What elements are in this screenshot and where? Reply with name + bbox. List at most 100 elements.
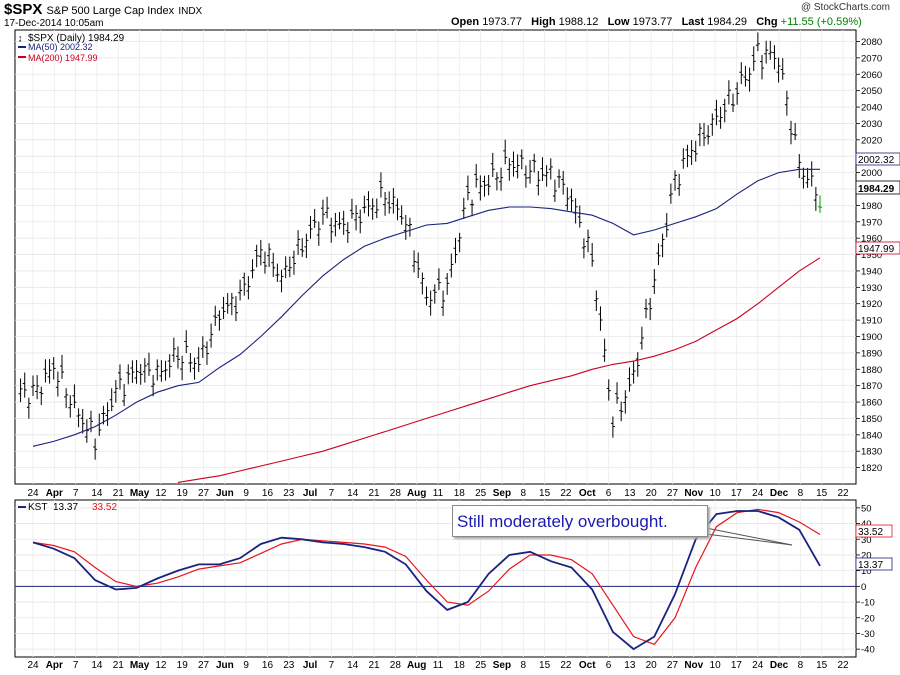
kst-legend-value: 13.37 (53, 502, 78, 513)
price-tick-label: 2080 (861, 37, 882, 48)
callout-pointer (705, 527, 793, 546)
price-tick-label: 2000 (861, 168, 882, 179)
chg-label: Chg (756, 16, 778, 28)
high-value: 1988.12 (558, 16, 599, 28)
x-axis-label: 24 (27, 660, 39, 671)
price-tick-label: 1930 (861, 283, 882, 294)
kst-tick-label: -40 (861, 645, 875, 656)
price-y-axis: 1820 1830 1840 1850 1860 1870 1880 1890 1900 1910… (856, 37, 882, 474)
x-axis-label: 28 (390, 660, 402, 671)
x-axis-label: Sep (493, 488, 511, 499)
kst-tick-label: 10 (861, 566, 872, 577)
x-axis-label: 7 (73, 660, 79, 671)
ma200-badge-text: 1947.99 (858, 244, 895, 255)
price-tick-label: 1920 (861, 299, 882, 310)
x-axis-label: 12 (155, 488, 167, 499)
legend-price-icon: ↨ (18, 33, 23, 43)
x-axis-label: 8 (798, 660, 804, 671)
x-axis-label: 15 (539, 660, 551, 671)
x-axis-label: 16 (262, 660, 274, 671)
x-axis-label: Aug (407, 660, 426, 671)
x-axis-label: 24 (27, 488, 39, 499)
x-axis-label: 20 (646, 660, 658, 671)
x-axis-label: 20 (646, 488, 658, 499)
x-axis-label: 8 (798, 488, 804, 499)
kst-signal-badge: 33.52 (855, 524, 893, 538)
kst-tick-label: -30 (861, 629, 875, 640)
x-axis-label: 19 (177, 488, 189, 499)
x-axis-label: 14 (91, 488, 103, 499)
x-axis-label: 9 (243, 488, 249, 499)
x-axis-label: Nov (684, 488, 703, 499)
kst-tick-label: 50 (861, 503, 872, 514)
x-axis-label: 27 (667, 660, 679, 671)
x-axis-label: Jul (303, 488, 318, 499)
price-tick-label: 1870 (861, 381, 882, 392)
x-axis-label: 22 (560, 660, 572, 671)
price-tick-label: 1880 (861, 365, 882, 376)
x-axis-label: 8 (520, 660, 526, 671)
x-axis-label: 28 (390, 488, 402, 499)
x-axis-label: 27 (198, 488, 210, 499)
kst-legend-name: KST (28, 502, 47, 513)
x-axis-label: Aug (407, 488, 426, 499)
chg-value: +11.55 (+0.59%) (780, 16, 862, 28)
x-axis-label: 10 (710, 488, 722, 499)
kst-x-axis-labels: 24 Apr 7 14 21 May 12 19 27 Jun 9 16 23 Jul 7 14 21 28 Aug… (27, 660, 849, 671)
x-axis-label: May (130, 488, 150, 499)
x-axis-label: 7 (329, 488, 335, 499)
price-tick-label: 1940 (861, 266, 882, 277)
price-tick-label: 1900 (861, 332, 882, 343)
quote-bar: Open 1973.77 High 1988.12 Low 1973.77 La… (451, 16, 862, 28)
x-axis-label: 13 (624, 488, 636, 499)
price-tick-label: 1970 (861, 217, 882, 228)
x-axis-label: 14 (347, 660, 359, 671)
kst-tick-label: -10 (861, 598, 875, 609)
x-axis-label: 21 (113, 488, 125, 499)
symbol: $SPX (4, 1, 43, 18)
x-axis-label: 15 (816, 660, 828, 671)
x-axis-label: 15 (816, 488, 828, 499)
x-axis-label: 24 (752, 660, 764, 671)
price-tick-label: 1890 (861, 348, 882, 359)
last-price-badge: 1984.29 (855, 180, 900, 195)
price-tick-label: 2040 (861, 103, 882, 114)
price-tick-label: 2050 (861, 86, 882, 97)
x-axis-label: Apr (46, 660, 63, 671)
x-axis-label: 25 (475, 488, 487, 499)
x-axis-label: Nov (684, 660, 703, 671)
x-axis-label: 17 (731, 488, 743, 499)
x-axis-label: 9 (243, 660, 249, 671)
date-stamp: 17-Dec-2014 10:05am (4, 18, 104, 29)
price-vertical-gridlines (32, 30, 844, 484)
price-tick-label: 2060 (861, 70, 882, 81)
kst-value-badge: 13.37 (855, 557, 893, 571)
x-axis-label: 24 (752, 488, 764, 499)
price-tick-label: 1830 (861, 447, 882, 458)
price-tick-label: 2020 (861, 135, 882, 146)
price-tick-label: 2070 (861, 53, 882, 64)
x-axis-label: 13 (624, 660, 636, 671)
kst-legend-signal: 33.52 (92, 502, 117, 513)
x-axis-label: Jun (216, 488, 234, 499)
price-gridlines (15, 41, 856, 469)
x-axis-label: 23 (283, 488, 295, 499)
price-tick-label: 1850 (861, 414, 882, 425)
exchange: INDX (178, 6, 203, 17)
x-axis-label: 6 (606, 488, 612, 499)
x-axis-label: 18 (454, 660, 466, 671)
callout-pointer-2 (705, 533, 793, 546)
x-axis-label: May (130, 660, 150, 671)
legend-ma50: MA(50) 2002.32 (28, 42, 93, 52)
x-axis-label: 27 (198, 660, 210, 671)
ma50-badge: 2002.32 (855, 152, 900, 166)
x-axis-label: 21 (368, 660, 380, 671)
low-label: Low (607, 16, 630, 28)
price-panel (14, 29, 857, 485)
x-axis-label: 8 (520, 488, 526, 499)
price-tick-label: 1960 (861, 234, 882, 245)
price-tick-label: 1840 (861, 430, 882, 441)
x-axis-label: 14 (91, 660, 103, 671)
price-tick-label: 1820 (861, 463, 882, 474)
